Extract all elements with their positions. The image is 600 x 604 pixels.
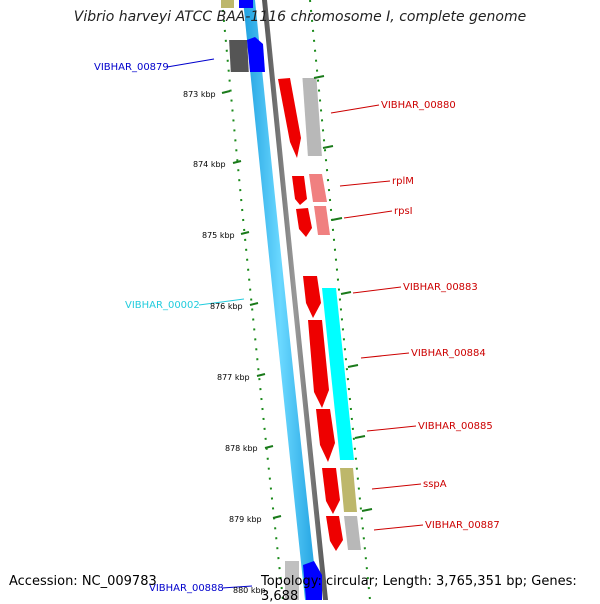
label-leader-lines — [166, 58, 424, 589]
gene-label-sspa[interactable]: sspA — [423, 479, 447, 490]
tick-label-874: 874 kbp — [193, 160, 226, 169]
gene-label-vibhar-00884[interactable]: VIBHAR_00884 — [411, 348, 486, 359]
feature-dark-gray-00879 — [229, 40, 249, 72]
tick-label-876: 876 kbp — [210, 302, 243, 311]
feature-red-00884 — [308, 320, 329, 408]
backbone-ring — [262, 0, 328, 600]
gene-label-rpsi[interactable]: rpsI — [394, 206, 413, 217]
feature-red-00880 — [278, 78, 301, 158]
gene-label-rplm[interactable]: rplM — [392, 176, 414, 187]
feature-olive-top — [221, 0, 234, 8]
gene-label-vibhar-00887[interactable]: VIBHAR_00887 — [425, 520, 500, 531]
tick-label-878: 878 kbp — [225, 444, 258, 453]
feature-cyan-00884 — [322, 288, 354, 460]
feature-blue-top — [247, 37, 265, 72]
gene-label-vibhar-00879[interactable]: VIBHAR_00879 — [94, 62, 169, 73]
feature-red-00883 — [303, 276, 321, 318]
gene-label-vibhar-00883[interactable]: VIBHAR_00883 — [403, 282, 478, 293]
outer-tick-marks — [313, 75, 373, 512]
tick-label-877: 877 kbp — [217, 373, 250, 382]
tick-label-880: 880 kbp — [233, 586, 266, 595]
blue-feature-track — [243, 0, 318, 600]
feature-blue-00888 — [303, 561, 322, 600]
feature-red-rpsI — [296, 208, 312, 237]
feature-olive-sspA — [340, 468, 357, 512]
tick-label-875: 875 kbp — [202, 231, 235, 240]
gene-label-vibhar-00002[interactable]: VIBHAR_00002 — [125, 300, 200, 311]
feature-light-red-rplM — [309, 174, 327, 202]
feature-red-00885 — [316, 409, 335, 462]
feature-gray-00880 — [302, 78, 322, 156]
map-title: Vibrio harveyi ATCC BAA-1116 chromosome … — [73, 9, 527, 25]
tick-label-879: 879 kbp — [229, 515, 262, 524]
feature-red-rplM — [292, 176, 307, 205]
gene-label-vibhar-00880[interactable]: VIBHAR_00880 — [381, 100, 456, 111]
inner-tick-marks — [221, 90, 282, 519]
feature-gray-bottom — [285, 561, 299, 600]
feature-light-red-rpsI — [314, 206, 330, 235]
tick-label-873: 873 kbp — [183, 90, 216, 99]
inner-dotted-ring — [221, 0, 284, 600]
feature-red-00887 — [326, 516, 343, 551]
gene-label-vibhar-00888[interactable]: VIBHAR_00888 — [149, 583, 224, 594]
feature-red-sspA — [322, 468, 340, 514]
feature-blue-top-stub — [239, 0, 253, 8]
accession-text: Accession: NC_009783 — [9, 574, 157, 589]
gene-label-vibhar-00885[interactable]: VIBHAR_00885 — [418, 421, 493, 432]
outer-dotted-ring — [309, 0, 371, 600]
feature-gray-00887 — [344, 516, 361, 550]
